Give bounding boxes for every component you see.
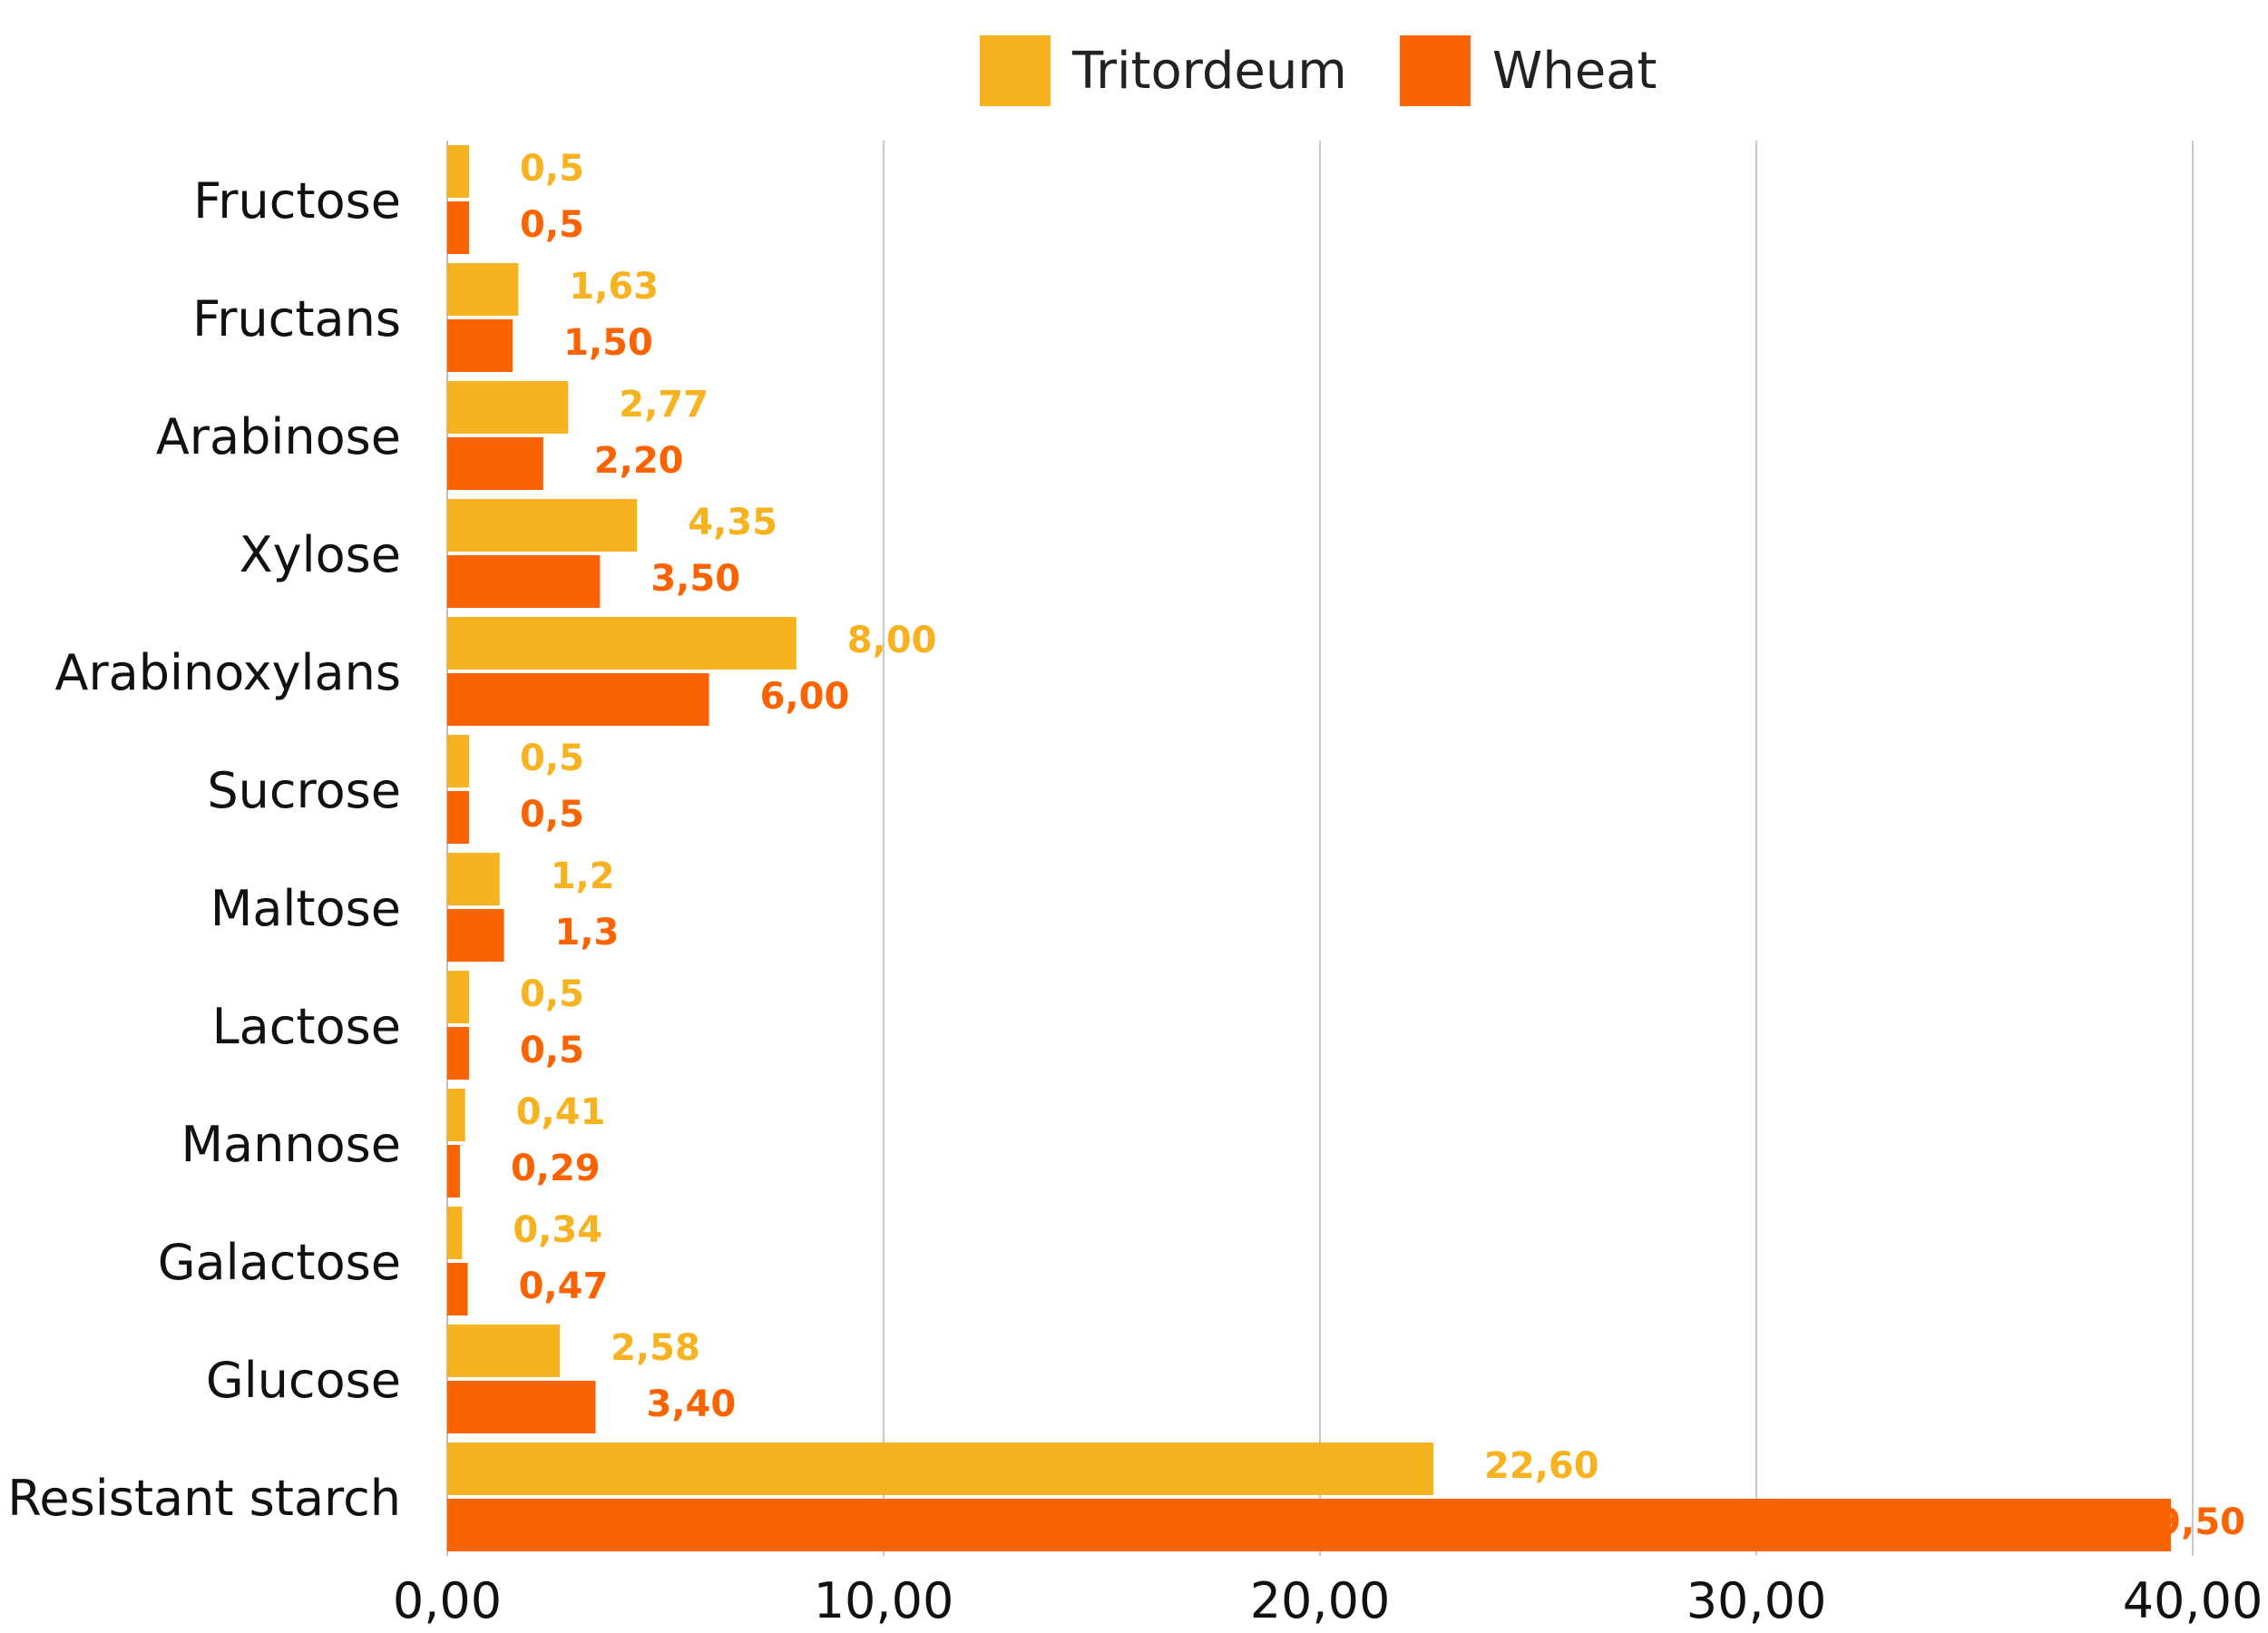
category-label-mannose: Mannose [181, 1116, 401, 1173]
data-label-wheat-mannose: 0,29 [511, 1148, 601, 1189]
data-label-wheat-galactose: 0,47 [519, 1266, 609, 1307]
legend-item-wheat: Wheat [1399, 35, 1657, 106]
data-label-tritordeum-fructose: 0,5 [520, 148, 584, 190]
data-label-tritordeum-fructans: 1,63 [569, 266, 659, 308]
data-label-tritordeum-arabinose: 2,77 [619, 384, 709, 425]
category-label-arabinose: Arabinose [156, 408, 401, 465]
data-label-tritordeum-resistant-starch: 22,60 [1484, 1445, 1599, 1487]
bar-tritordeum-fructans [447, 263, 519, 316]
bar-wheat-mannose [447, 1145, 460, 1198]
category-label-fructans: Fructans [192, 290, 401, 347]
bar-tritordeum-xylose [447, 499, 638, 552]
bar-wheat-sucrose [447, 791, 470, 844]
category-label-xylose: Xylose [240, 526, 401, 583]
legend-swatch-tritordeum [980, 35, 1051, 106]
data-label-wheat-arabinose: 2,20 [594, 440, 684, 482]
data-label-tritordeum-xylose: 4,35 [688, 502, 777, 543]
data-label-wheat-xylose: 3,50 [650, 558, 740, 600]
x-tick-label: 0,00 [393, 1572, 502, 1629]
data-label-wheat-fructans: 1,50 [563, 322, 653, 364]
x-tick-label: 10,00 [814, 1572, 954, 1629]
bar-tritordeum-galactose [447, 1207, 463, 1259]
data-label-wheat-sucrose: 0,5 [520, 794, 584, 836]
bar-tritordeum-arabinoxylans [447, 617, 797, 670]
bar-wheat-xylose [447, 555, 601, 608]
bar-tritordeum-mannose [447, 1089, 465, 1141]
bar-tritordeum-lactose [447, 971, 470, 1023]
data-label-wheat-fructose: 0,5 [520, 204, 584, 246]
x-tick-label: 20,00 [1250, 1572, 1391, 1629]
data-label-wheat-arabinoxylans: 6,00 [760, 676, 850, 718]
data-label-tritordeum-glucose: 2,58 [611, 1327, 700, 1369]
category-label-fructose: Fructose [193, 172, 401, 230]
bar-tritordeum-arabinose [447, 381, 569, 434]
x-tick-label: 30,00 [1686, 1572, 1827, 1629]
category-label-maltose: Maltose [210, 880, 401, 937]
legend: Tritordeum Wheat [980, 33, 1709, 109]
data-label-tritordeum-lactose: 0,5 [520, 973, 584, 1015]
bar-wheat-fructans [447, 319, 513, 372]
bar-wheat-fructose [447, 201, 470, 254]
bar-wheat-lactose [447, 1027, 470, 1080]
bar-wheat-arabinose [447, 437, 543, 490]
data-label-wheat-maltose: 1,3 [555, 912, 620, 953]
data-label-tritordeum-galactose: 0,34 [513, 1209, 602, 1251]
bar-tritordeum-maltose [447, 853, 500, 905]
data-label-tritordeum-arabinoxylans: 8,00 [847, 620, 937, 661]
bar-wheat-galactose [447, 1263, 468, 1315]
bar-tritordeum-resistant-starch [447, 1442, 1434, 1495]
data-label-tritordeum-mannose: 0,41 [516, 1091, 606, 1133]
bar-tritordeum-sucrose [447, 735, 470, 787]
data-label-tritordeum-sucrose: 0,5 [520, 738, 584, 779]
data-label-wheat-glucose: 3,40 [647, 1384, 737, 1425]
data-label-wheat-resistant-starch: 39,50 [2130, 1501, 2245, 1543]
legend-label-wheat: Wheat [1491, 41, 1657, 101]
bar-tritordeum-fructose [447, 145, 470, 198]
category-label-arabinoxylans: Arabinoxylans [55, 644, 401, 701]
category-label-galactose: Galactose [158, 1234, 401, 1291]
legend-item-tritordeum: Tritordeum [980, 35, 1347, 106]
bar-wheat-glucose [447, 1381, 596, 1433]
bar-wheat-arabinoxylans [447, 673, 709, 726]
bar-tritordeum-glucose [447, 1325, 561, 1377]
category-label-resistant-starch: Resistant starch [7, 1470, 401, 1527]
category-label-lactose: Lactose [212, 998, 401, 1055]
bar-wheat-maltose [447, 909, 504, 962]
data-label-tritordeum-maltose: 1,2 [551, 856, 615, 897]
legend-swatch-wheat [1399, 35, 1471, 106]
x-tick-label: 40,00 [2123, 1572, 2263, 1629]
data-label-wheat-lactose: 0,5 [520, 1030, 584, 1071]
category-label-glucose: Glucose [206, 1352, 401, 1409]
category-label-sucrose: Sucrose [207, 762, 401, 819]
bar-wheat-resistant-starch [447, 1499, 2171, 1551]
legend-label-tritordeum: Tritordeum [1072, 41, 1347, 101]
